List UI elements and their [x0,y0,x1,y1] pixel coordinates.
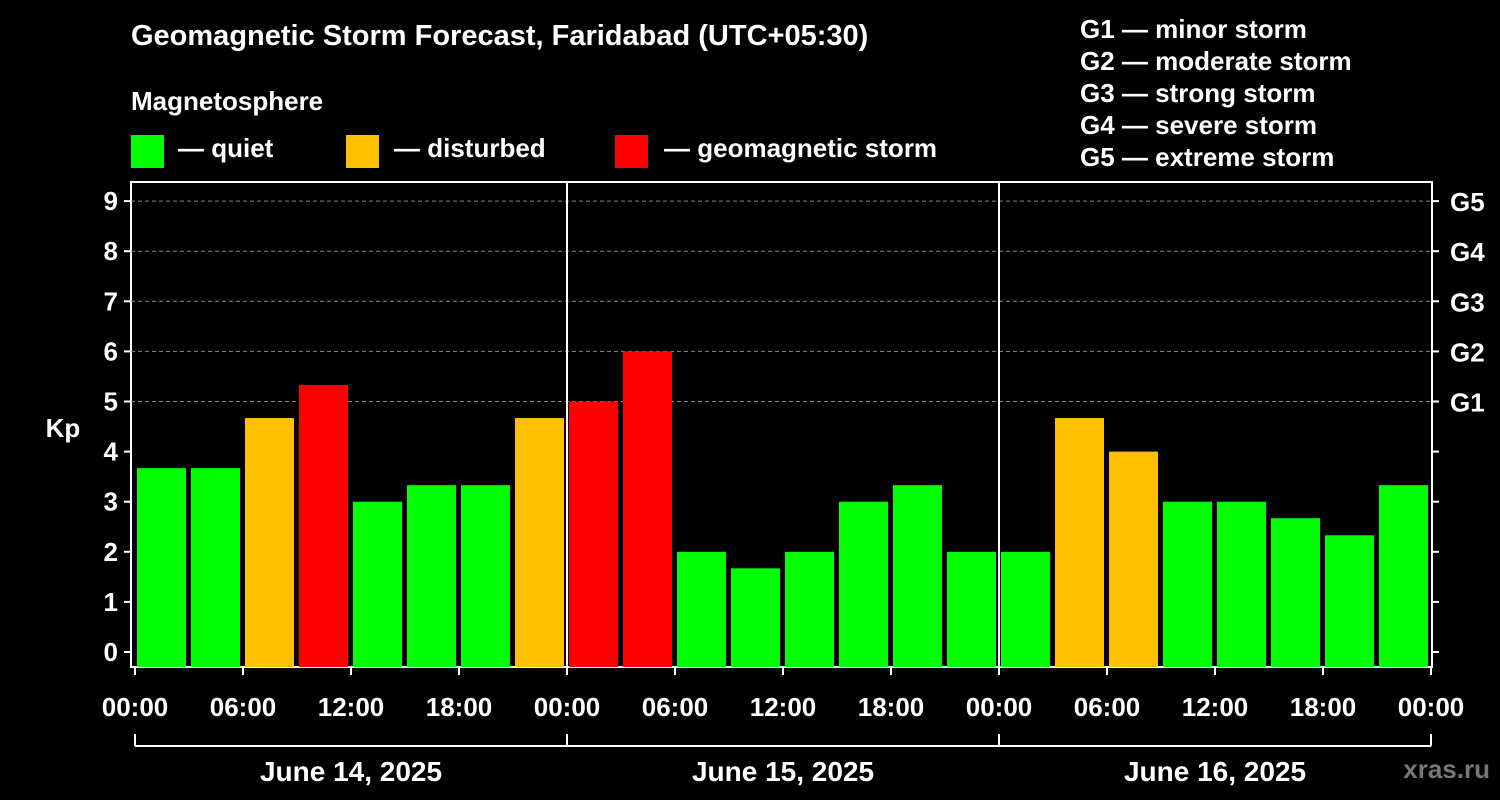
g-scale-g5: G5 — extreme storm [1080,142,1335,172]
kp-bar [1001,551,1050,667]
x-tick-label: 06:00 [1074,692,1141,722]
x-tick-label: 00:00 [102,692,169,722]
legend-swatch-disturbed [346,135,379,168]
kp-bar [1379,485,1428,667]
kp-bar [1271,518,1320,667]
g-level-label: G4 [1450,237,1485,267]
x-tick-label: 18:00 [426,692,493,722]
kp-bar [1217,501,1266,667]
y-tick-label: 6 [104,336,118,366]
y-tick-label: 0 [104,637,118,667]
x-tick-label: 06:00 [642,692,709,722]
x-tick-label: 18:00 [858,692,925,722]
credit-watermark: xras.ru [1403,754,1490,784]
legend-swatch-quiet [131,135,164,168]
g-scale-g3: G3 — strong storm [1080,78,1316,108]
y-tick-label: 2 [104,537,118,567]
x-tick-label: 18:00 [1290,692,1357,722]
y-tick-label: 5 [104,387,118,417]
kp-bar [245,418,294,667]
legend-label-quiet: — quiet [178,133,274,163]
x-tick-label: 00:00 [966,692,1033,722]
g-level-label: G3 [1450,287,1485,317]
x-tick-label: 12:00 [318,692,385,722]
kp-bar [1055,418,1104,667]
y-axis-title: Kp [46,413,81,443]
kp-bar [785,551,834,667]
g-level-label: G5 [1450,187,1485,217]
kp-bar [461,485,510,667]
x-tick-label: 00:00 [534,692,601,722]
x-tick-label: 12:00 [1182,692,1249,722]
g-scale-g4: G4 — severe storm [1080,110,1318,140]
kp-bar [893,485,942,667]
kp-bar [623,351,672,667]
legend-subtitle: Magnetosphere [131,86,324,116]
kp-bar [731,568,780,667]
y-tick-label: 9 [104,186,118,216]
y-tick-label: 4 [104,437,119,467]
kp-bar [947,551,996,667]
date-label: June 16, 2025 [1124,756,1306,787]
kp-bar [1109,451,1158,667]
kp-bar [407,485,456,667]
plot-frame [130,181,1433,668]
kp-bar [191,468,240,667]
kp-bar [1325,535,1374,667]
x-tick-label: 12:00 [750,692,817,722]
g-scale-g2: G2 — moderate storm [1080,46,1352,76]
kp-bar [569,401,618,667]
kp-bar [839,501,888,667]
kp-bar [137,468,186,667]
y-tick-label: 8 [104,236,118,266]
g-level-label: G2 [1450,337,1485,367]
x-tick-label: 00:00 [1398,692,1465,722]
legend-label-disturbed: — disturbed [394,133,546,163]
x-tick-label: 06:00 [210,692,277,722]
kp-bar [299,384,348,667]
legend-swatch-storm [615,135,648,168]
date-label: June 14, 2025 [260,756,442,787]
g-scale-g1: G1 — minor storm [1080,14,1307,44]
y-tick-label: 3 [104,487,118,517]
kp-bar [353,501,402,667]
y-tick-label: 7 [104,286,118,316]
kp-bar [1163,501,1212,667]
date-label: June 15, 2025 [692,756,874,787]
kp-bar [515,418,564,667]
legend-label-storm: — geomagnetic storm [664,133,938,163]
y-tick-label: 1 [104,587,118,617]
chart-title: Geomagnetic Storm Forecast, Faridabad (U… [131,20,869,52]
g-level-label: G1 [1450,388,1485,418]
kp-bar [677,551,726,667]
